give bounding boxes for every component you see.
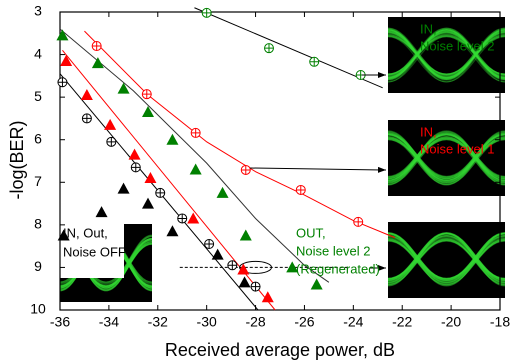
crossed-circle-marker (58, 78, 67, 87)
annotation: OUT, (296, 225, 326, 240)
annotation: Noise level 1 (420, 141, 494, 156)
x-axis-label: Received average power, dB (165, 340, 395, 360)
y-axis-label: -log(BER) (7, 120, 27, 199)
y-tick-label: 8 (34, 216, 42, 232)
triangle-marker (262, 291, 274, 302)
chart: Received average power, dB -log(BER) -36… (0, 0, 515, 363)
x-tick-label: -32 (148, 314, 168, 330)
eye-diagram (388, 120, 505, 196)
y-tick-label: 4 (34, 45, 42, 61)
crossed-circle-marker (92, 42, 101, 51)
x-tick-label: -26 (294, 314, 314, 330)
fit-line (194, 8, 382, 88)
annotation: IN, Out, (63, 225, 108, 240)
triangle-marker (217, 187, 229, 198)
triangle-marker (311, 278, 323, 289)
triangle-marker (144, 172, 156, 183)
triangle-marker (92, 57, 104, 68)
annotation: Noise level 2 (296, 243, 370, 258)
x-tick-label: -20 (441, 314, 461, 330)
crossed-circle-marker (205, 240, 214, 249)
triangle-marker (129, 149, 141, 160)
annotation: IN, (420, 124, 437, 139)
triangle-marker (96, 206, 108, 217)
x-tick-label: -22 (392, 314, 412, 330)
crossed-circle-marker (241, 165, 250, 174)
eye-diagram (388, 17, 505, 93)
crossed-circle-marker (265, 44, 274, 53)
x-tick-label: -18 (490, 314, 510, 330)
x-tick-label: -30 (197, 314, 217, 330)
annotation: Noise OFF (63, 244, 126, 259)
triangle-marker (142, 106, 154, 117)
triangle-marker (166, 134, 178, 145)
y-tick-label: 10 (30, 301, 46, 317)
triangle-marker (187, 212, 199, 223)
x-tick-label: -28 (245, 314, 265, 330)
y-tick-label: 6 (34, 130, 42, 146)
y-tick-label: 7 (34, 173, 42, 189)
crossed-circle-marker (251, 282, 260, 291)
triangle-marker (237, 264, 249, 275)
crossed-circle-marker (310, 57, 319, 66)
triangle-marker (240, 230, 252, 241)
crossed-circle-marker (82, 114, 91, 123)
crossed-circle-marker (191, 128, 200, 137)
annotation: (Regenerated) (296, 261, 380, 276)
triangle-marker (166, 225, 178, 236)
triangle-marker (104, 119, 116, 130)
y-tick-label: 9 (34, 258, 42, 274)
crossed-circle-marker (354, 217, 363, 226)
triangle-marker (142, 198, 154, 209)
crossed-circle-marker (228, 261, 237, 270)
triangle-marker (212, 249, 224, 260)
crossed-circle-marker (156, 188, 165, 197)
crossed-circle-marker (178, 214, 187, 223)
crossed-circle-marker (142, 90, 151, 99)
triangle-marker (190, 164, 202, 175)
annotation: IN, (420, 21, 437, 36)
triangle-marker (118, 183, 130, 194)
annotation: Noise level 2 (420, 38, 494, 53)
x-tick-label: -36 (50, 314, 70, 330)
triangle-marker (81, 89, 93, 100)
y-tick-label: 3 (34, 3, 42, 19)
arrow (250, 168, 386, 170)
x-tick-label: -24 (343, 314, 363, 330)
crossed-circle-marker (296, 185, 305, 194)
crossed-circle-marker (131, 163, 140, 172)
x-tick-label: -34 (99, 314, 119, 330)
y-tick-label: 5 (34, 88, 42, 104)
triangle-marker (118, 83, 130, 94)
crossed-circle-marker (107, 137, 116, 146)
crossed-circle-marker (202, 8, 211, 17)
eye-diagram (388, 222, 505, 298)
